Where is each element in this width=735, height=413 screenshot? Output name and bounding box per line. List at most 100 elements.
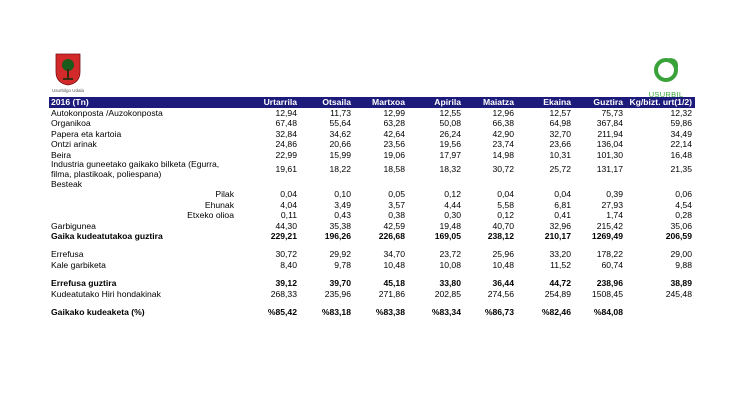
table-cell: 35,38 xyxy=(329,220,351,231)
column-header: Urtarrila xyxy=(244,97,300,108)
row-label: Gaikako kudeaketa (%) xyxy=(51,307,145,318)
column-header: Guztira xyxy=(574,97,626,108)
row-label: Pilak xyxy=(215,189,234,200)
table-row: Gaika kudeatutakoa guztira 229,21 196,26 22… xyxy=(49,231,695,241)
row-label: Kudeatutako Hiri hondakinak xyxy=(51,288,161,299)
table-cell: 45,18 xyxy=(383,278,405,289)
table-cell: 4,54 xyxy=(675,199,692,210)
table-row: Errefusa 30,72 29,92 34,70 23,72 25,96 33,20 17… xyxy=(49,249,695,259)
table-cell: 23,56 xyxy=(383,139,405,150)
table-cell: 23,72 xyxy=(439,249,461,260)
table-cell: 14,98 xyxy=(492,149,514,160)
table-cell: 12,94 xyxy=(275,108,297,118)
table-cell: 0,41 xyxy=(554,210,571,221)
table-cell: 0,28 xyxy=(675,210,692,221)
table-cell: 23,66 xyxy=(549,139,571,150)
table-row: Ontzi arinak 24,86 20,66 23,56 19,56 23,74 23,… xyxy=(49,139,695,149)
table-cell: 11,52 xyxy=(550,259,571,270)
table-cell: 17,97 xyxy=(439,149,461,160)
table-cell: 0,04 xyxy=(554,189,571,200)
table-cell xyxy=(244,179,300,189)
table-cell: 196,26 xyxy=(324,231,351,242)
table-row: Besteak xyxy=(49,179,695,189)
table-cell: 34,70 xyxy=(383,249,405,260)
table-cell: 25,72 xyxy=(549,164,571,175)
table-cell: 27,93 xyxy=(601,199,623,210)
table-cell: 215,42 xyxy=(596,220,623,231)
column-header: Kg/bizt. urt(1/2) xyxy=(626,97,695,108)
table-cell: 59,86 xyxy=(670,118,692,129)
table-cell: %82,46 xyxy=(541,307,571,318)
table-cell: 211,94 xyxy=(597,128,623,139)
table-cell: 5,58 xyxy=(497,199,514,210)
table-row: Organikoa 67,48 55,64 63,28 50,08 66,38 64,98 3… xyxy=(49,118,695,128)
table-cell: 19,56 xyxy=(439,139,461,150)
row-label: Ehunak xyxy=(204,199,234,210)
table-row: Gaikako kudeaketa (%) %85,42 %83,18 %83,38%… xyxy=(49,307,695,317)
table-cell: 33,20 xyxy=(549,249,571,260)
logo-caption: USURBIL xyxy=(648,90,684,99)
column-header: Ekaina xyxy=(517,97,574,108)
table-cell: 18,32 xyxy=(439,164,461,175)
table-cell: 0,04 xyxy=(280,189,297,200)
coat-of-arms-icon xyxy=(55,53,81,86)
column-header: Apirila xyxy=(408,97,464,108)
table-cell: 40,70 xyxy=(492,220,514,231)
table-row: Garbigunea 44,30 35,38 42,59 19,48 40,70 32,96… xyxy=(49,221,695,231)
table-cell: 15,99 xyxy=(329,149,351,160)
table-cell: 63,28 xyxy=(383,118,405,129)
table-cell: 50,08 xyxy=(439,118,461,129)
table-cell: 22,14 xyxy=(670,139,692,150)
table-cell: 18,58 xyxy=(383,164,405,175)
table-cell: 3,57 xyxy=(388,199,405,210)
table-cell xyxy=(626,307,695,317)
table-header-row: 2016 (Tn) Urtarrila Otsaila Martxoa Apir… xyxy=(49,97,695,108)
table-row: Ehunak 4,04 3,49 3,57 4,44 5,58 6,81 27,93 4,54 xyxy=(49,200,695,210)
table-cell: 4,44 xyxy=(444,199,461,210)
table-cell: 34,49 xyxy=(670,128,692,139)
table-cell: 0,10 xyxy=(334,189,351,200)
table-cell xyxy=(464,179,517,189)
table-cell: 36,44 xyxy=(492,278,514,289)
table-cell: 33,80 xyxy=(439,278,461,289)
table-cell: 24,86 xyxy=(275,139,297,150)
table-cell: 206,59 xyxy=(665,231,692,242)
table-cell: 0,04 xyxy=(497,189,514,200)
table-cell: 19,61 xyxy=(275,164,297,175)
table-cell: 101,30 xyxy=(596,149,623,160)
table-cell: 0,39 xyxy=(606,189,623,200)
table-cell: 18,22 xyxy=(329,164,351,175)
waste-table: 2016 (Tn) Urtarrila Otsaila Martxoa Apir… xyxy=(49,97,695,318)
table-cell: 22,99 xyxy=(275,149,297,160)
table-cell: 0,05 xyxy=(388,189,405,200)
column-header: Martxoa xyxy=(354,97,408,108)
table-row: Industria guneetako gaikako bilketa (Egu… xyxy=(49,159,695,179)
table-cell: 0,12 xyxy=(444,189,461,200)
table-cell: 210,17 xyxy=(544,231,571,242)
spacer-row xyxy=(49,299,695,307)
table-cell: 12,57 xyxy=(549,108,571,118)
table-cell: 42,59 xyxy=(383,220,405,231)
table-cell: 12,32 xyxy=(670,108,692,118)
row-label: Autokonposta /Auzokonposta xyxy=(51,108,163,118)
table-cell xyxy=(574,179,626,189)
table-cell: 10,08 xyxy=(439,259,461,270)
table-cell: 21,35 xyxy=(670,164,692,175)
table-row: Kudeatutako Hiri hondakinak 268,33 235,96 2… xyxy=(49,289,695,299)
table-cell: 254,89 xyxy=(544,288,571,299)
table-cell: 39,70 xyxy=(329,278,351,289)
table-cell: 60,74 xyxy=(601,259,623,270)
table-cell: 12,96 xyxy=(492,108,514,118)
table-cell: 34,62 xyxy=(329,128,351,139)
table-cell: 10,48 xyxy=(383,259,405,270)
table-cell: 32,70 xyxy=(549,128,571,139)
table-cell: 26,24 xyxy=(439,128,461,139)
table-cell: 1,74 xyxy=(606,210,623,221)
table-cell: 29,00 xyxy=(670,249,692,260)
row-label: Errefusa guztira xyxy=(51,278,117,289)
table-row: Etxeko olioa 0,11 0,43 0,38 0,30 0,12 0,41 1,74… xyxy=(49,210,695,220)
table-cell: 19,48 xyxy=(439,220,461,231)
table-cell: 42,64 xyxy=(383,128,405,139)
municipality-logo: Usurbilgo Udala xyxy=(49,53,87,109)
table-cell: 29,92 xyxy=(329,249,351,260)
